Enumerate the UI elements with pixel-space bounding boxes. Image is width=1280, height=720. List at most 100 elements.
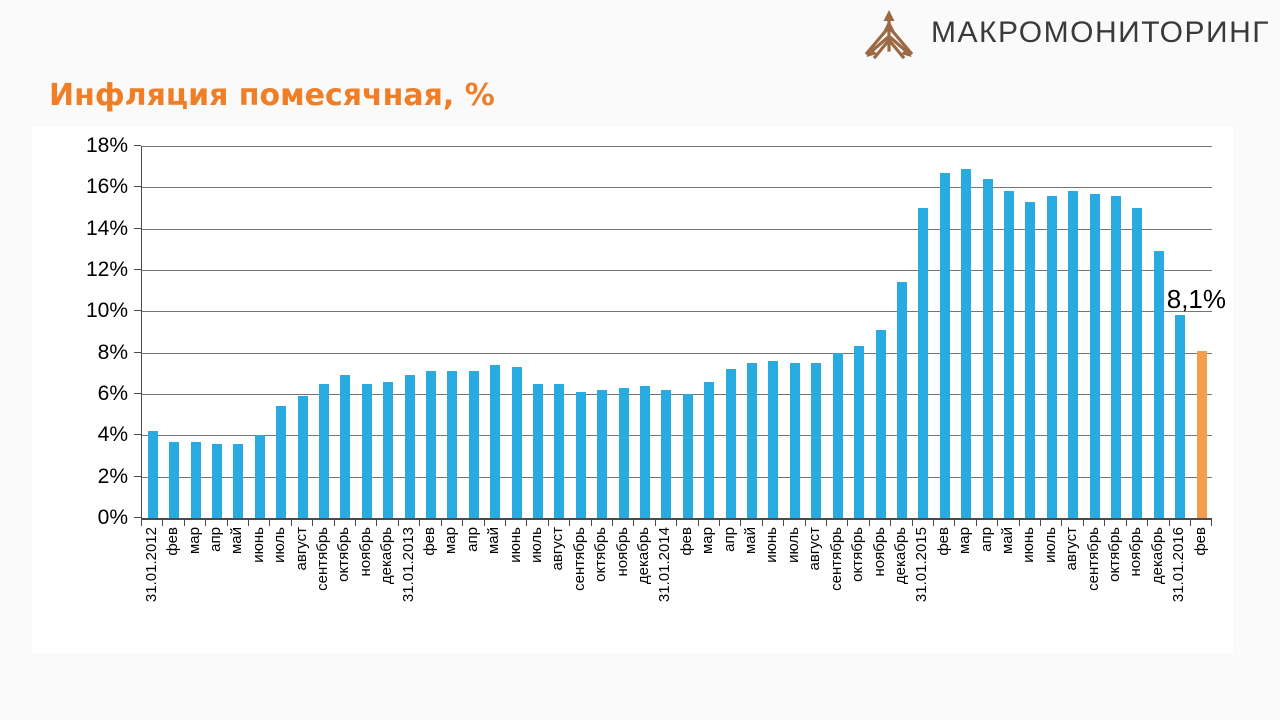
x-tick-label: ноябрь (870, 527, 888, 577)
x-label-slot: апр (462, 527, 483, 655)
x-tick-label: сентябрь (827, 527, 845, 591)
bar-slot (634, 386, 655, 518)
x-tick-label: август (806, 527, 824, 571)
x-label-slot: октябрь (334, 527, 355, 655)
bar (147, 431, 158, 518)
grid-line (142, 228, 1212, 230)
bar-slot (592, 390, 613, 518)
bar-slot (1170, 315, 1191, 518)
x-tick-mark (677, 520, 699, 526)
bar (1153, 251, 1164, 518)
x-tick-label: декабрь (635, 527, 653, 585)
bar (1132, 208, 1143, 518)
x-tick-mark (549, 520, 571, 526)
bar-slot (955, 169, 976, 518)
x-label-slot: ноябрь (355, 527, 376, 655)
grid-line (142, 146, 1212, 147)
bar-slot (292, 396, 313, 518)
logo: МАКРОМОНИТОРИНГ (861, 4, 1270, 62)
x-tick-mark (142, 520, 164, 526)
x-tick-mark (356, 520, 378, 526)
x-tick-mark (506, 520, 528, 526)
bar-slot (527, 384, 548, 518)
bar-slot (998, 191, 1019, 518)
x-tick-mark (592, 520, 613, 526)
y-tick-mark (134, 145, 141, 146)
x-tick-mark (570, 520, 592, 526)
x-label-slot: мар (698, 527, 719, 655)
x-tick-label: июнь (1020, 527, 1038, 563)
bar-slot (206, 444, 227, 518)
x-tick-label: апр (463, 527, 481, 552)
bar-slot (1105, 196, 1126, 518)
bar-slot (1020, 202, 1041, 518)
bar-slot (228, 444, 249, 518)
x-axis-labels: 31.01.2012 фев мар апр май июнь июль август сент… (141, 527, 1211, 655)
x-tick-mark (313, 520, 335, 526)
x-tick-mark (699, 520, 720, 526)
x-tick-label: апр (720, 527, 738, 552)
x-label-slot: мар (441, 527, 462, 655)
bar-slot (784, 363, 805, 518)
y-tick-mark (134, 517, 141, 518)
x-tick-label: 31.01.2016 (1170, 527, 1188, 603)
bar (597, 390, 608, 518)
x-tick-label: ноябрь (1127, 527, 1145, 577)
bar (811, 363, 822, 518)
x-tick-label: август (292, 527, 310, 571)
plot-area: 0% 2% 4% 6% 8% 10% 12% 14% 16% 18% 8,1% (86, 135, 1226, 529)
x-tick-mark (1062, 520, 1084, 526)
x-tick-mark (870, 520, 892, 526)
bar-slot (377, 382, 398, 518)
bar (1175, 315, 1186, 518)
bar (961, 169, 972, 518)
x-tick-label: июнь (249, 527, 267, 563)
x-tick-mark (913, 520, 935, 526)
x-label-slot: 31.01.2016 (1169, 527, 1190, 655)
bar (1046, 196, 1057, 518)
x-tick-mark (634, 520, 656, 526)
bar (768, 361, 779, 518)
x-label-slot: 31.01.2014 (655, 527, 676, 655)
bar-slot (720, 369, 741, 518)
x-tick-mark (934, 520, 956, 526)
x-tick-label: июль (1041, 527, 1059, 563)
bar-slot (142, 431, 163, 518)
x-label-slot: ноябрь (1126, 527, 1147, 655)
x-tick-label: сентябрь (1084, 527, 1102, 591)
y-tick-label: 8% (97, 340, 128, 364)
x-label-slot: май (997, 527, 1018, 655)
bar (383, 382, 394, 518)
x-label-slot: июнь (762, 527, 783, 655)
x-tick-mark (249, 520, 271, 526)
y-tick-label: 10% (85, 299, 128, 323)
y-tick-label: 14% (85, 216, 128, 240)
x-label-slot: октябрь (847, 527, 868, 655)
bar (875, 330, 886, 518)
bar-slot (1191, 351, 1212, 518)
bar-slot (506, 367, 527, 518)
bar-slot (335, 375, 356, 518)
x-label-slot: сентябрь (569, 527, 590, 655)
y-tick-label: 18% (85, 134, 128, 157)
x-label-slot: май (740, 527, 761, 655)
x-label-slot: фев (933, 527, 954, 655)
x-tick-mark (442, 520, 464, 526)
bar (854, 346, 865, 518)
x-label-slot: август (548, 527, 569, 655)
bar-slot (827, 353, 848, 518)
x-tick-label: сентябрь (313, 527, 331, 591)
x-tick-label: сентябрь (570, 527, 588, 591)
x-tick-label: ноябрь (613, 527, 631, 577)
x-tick-mark (806, 520, 827, 526)
x-label-slot: 31.01.2013 (398, 527, 419, 655)
bar (896, 282, 907, 518)
bar (640, 386, 651, 518)
x-label-slot: июнь (505, 527, 526, 655)
bar-slot (913, 208, 934, 518)
bar (704, 382, 715, 518)
bar-slot (570, 392, 591, 518)
x-tick-mark (206, 520, 228, 526)
x-label-slot: июль (1040, 527, 1061, 655)
y-tick-label: 6% (97, 382, 128, 405)
